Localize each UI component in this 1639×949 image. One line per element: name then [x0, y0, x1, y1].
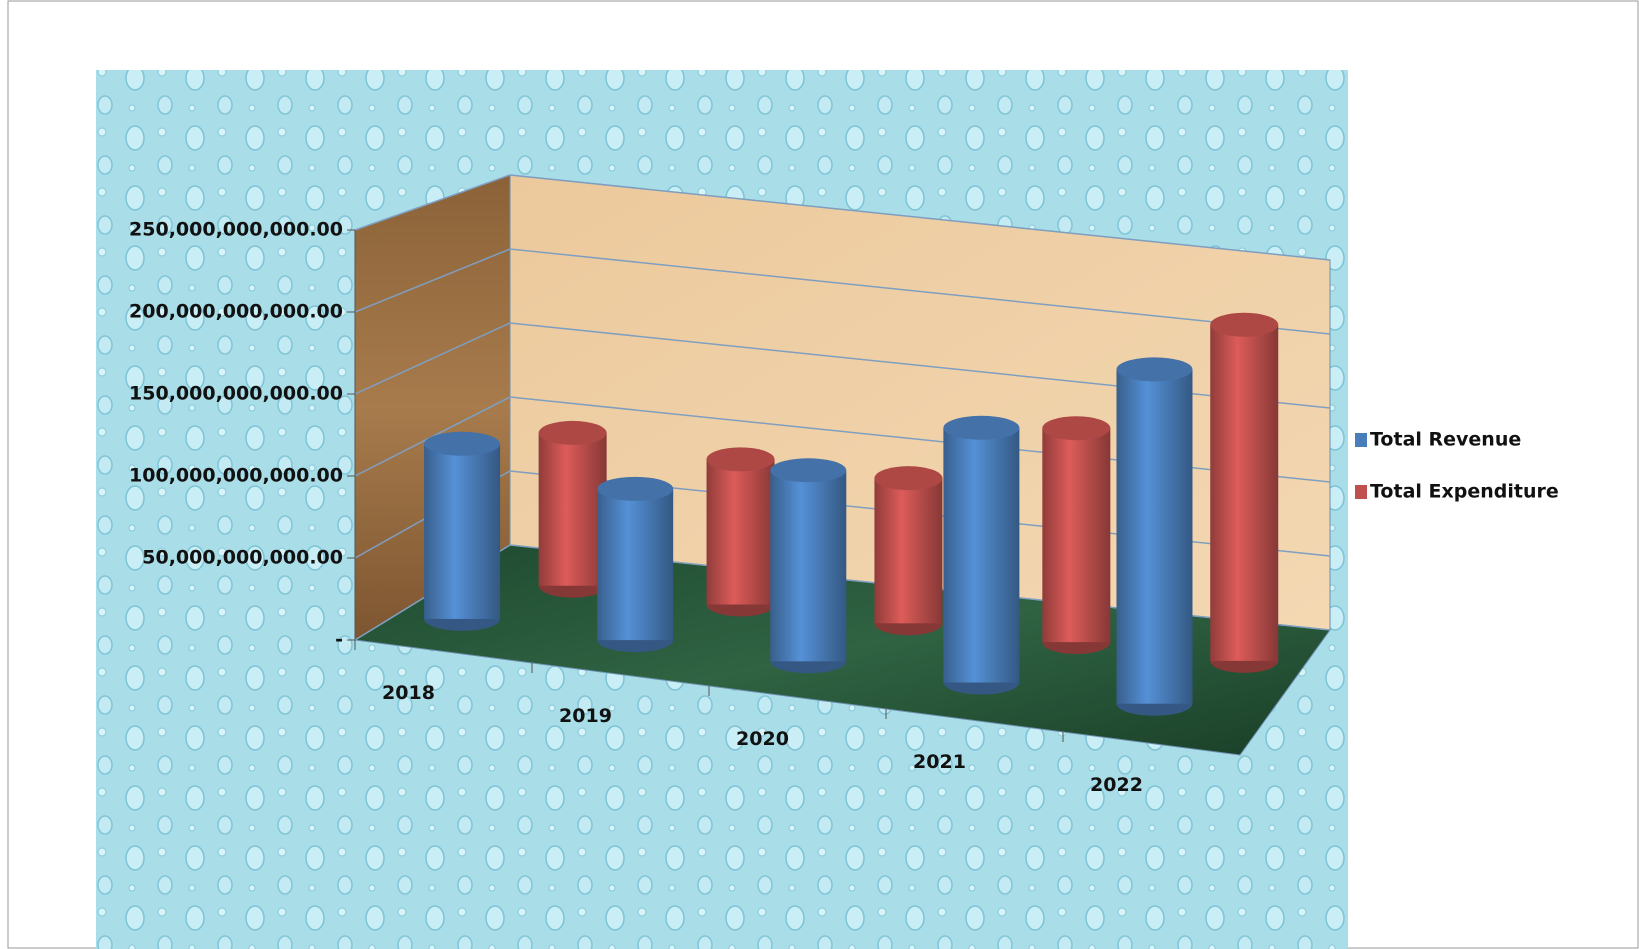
cylinder-top: [706, 447, 775, 472]
cylinder-top: [424, 431, 501, 456]
legend-swatch: [1355, 433, 1367, 447]
y-tick-label: 100,000,000,000.00: [129, 465, 343, 487]
bar: [1116, 369, 1193, 704]
legend-swatch: [1355, 485, 1367, 499]
cylinder: [1042, 416, 1111, 655]
y-tick-label: 200,000,000,000.00: [129, 301, 343, 323]
cylinder: [770, 458, 847, 674]
bar: [874, 478, 943, 624]
x-tick-label: 2018: [382, 682, 435, 704]
cylinder-top: [770, 458, 847, 483]
y-tick-label: 50,000,000,000.00: [142, 547, 343, 569]
cylinder-top: [1042, 416, 1111, 441]
y-tick-label: 250,000,000,000.00: [129, 219, 343, 241]
cylinder: [1210, 312, 1279, 673]
grid-line: [354, 322, 1331, 409]
cylinder: [597, 476, 674, 653]
cylinder-top: [874, 466, 943, 491]
cylinder-top: [943, 415, 1020, 440]
cylinder: [874, 466, 943, 636]
cylinder: [424, 431, 501, 631]
y-tick-label: 150,000,000,000.00: [129, 383, 343, 405]
y-tick-label: -: [335, 629, 343, 651]
grid-line: [354, 174, 1331, 261]
cylinder-top: [538, 420, 607, 445]
cylinder-top: [1116, 357, 1193, 382]
cylinder: [706, 447, 775, 617]
bar: [943, 427, 1020, 683]
bar: [706, 459, 775, 605]
bar: [1042, 428, 1111, 643]
bar: [770, 470, 847, 662]
bar: [424, 443, 501, 619]
cylinder-top: [1210, 312, 1279, 337]
legend-label: Total Revenue: [1370, 429, 1521, 451]
bar: [597, 488, 674, 641]
x-tick-label: 2020: [736, 728, 789, 750]
x-tick-label: 2022: [1090, 774, 1143, 796]
x-tick-label: 2019: [559, 705, 612, 727]
bar: [538, 432, 607, 586]
cylinder: [538, 420, 607, 598]
cylinder-top: [597, 476, 674, 501]
cylinder: [943, 415, 1020, 695]
x-tick-label: 2021: [913, 751, 966, 773]
cylinder: [1116, 357, 1193, 716]
grid-line: [354, 248, 1331, 335]
bar: [1210, 324, 1279, 661]
legend-label: Total Expenditure: [1370, 481, 1559, 503]
